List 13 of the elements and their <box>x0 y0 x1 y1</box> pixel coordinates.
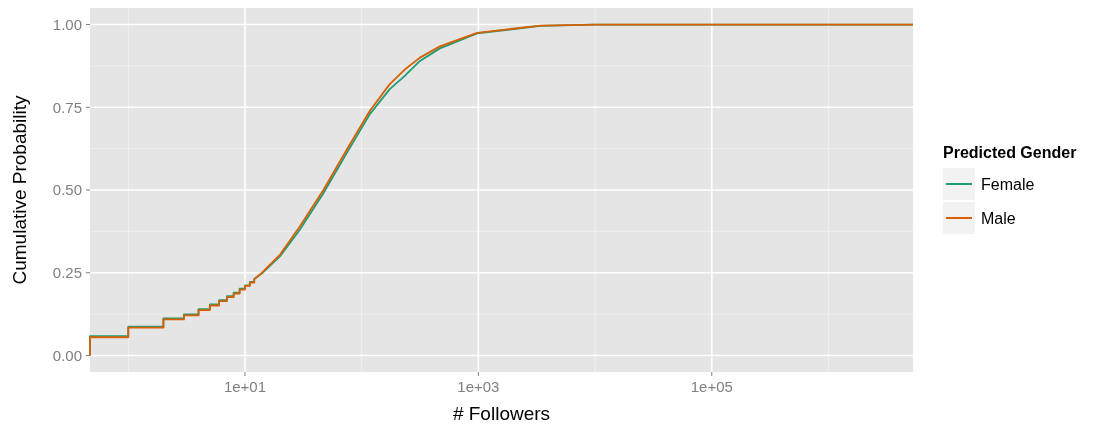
x-tick-label: 1e+01 <box>223 378 267 395</box>
y-tick-label: 0.25 <box>52 263 82 281</box>
y-axis-title: Cumulative Probability <box>9 94 30 285</box>
y-tick-label: 1.00 <box>52 15 82 33</box>
x-tick-label: 1e+05 <box>690 378 733 395</box>
x-tick-label: 1e+03 <box>457 378 500 395</box>
legend-label: Male <box>981 209 1016 227</box>
x-axis-title: # Followers <box>452 403 551 424</box>
legend-title: Predicted Gender <box>943 144 1077 161</box>
legend-label: Female <box>981 175 1035 193</box>
y-tick-label: 0.50 <box>52 181 82 199</box>
y-tick-label: 0.75 <box>52 98 82 116</box>
y-tick-label: 0.00 <box>52 346 82 364</box>
